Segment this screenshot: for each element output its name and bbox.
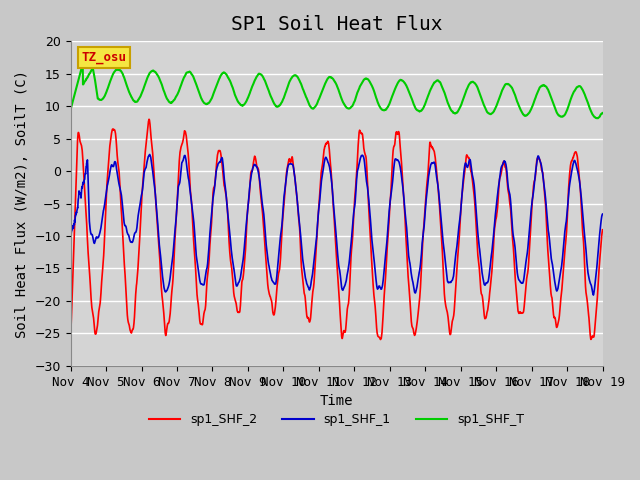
sp1_SHF_2	[352, 180, 360, 186]
Line: sp1_SHF_1: sp1_SHF_1	[70, 155, 602, 295]
sp1_SHF_1	[492, 215, 499, 221]
sp1_SHF_1	[67, 236, 74, 242]
Text: TZ_osu: TZ_osu	[81, 51, 126, 64]
sp1_SHF_1	[552, 285, 559, 290]
sp1_SHF_2	[364, 179, 371, 185]
Y-axis label: Soil Heat Flux (W/m2), SoilT (C): Soil Heat Flux (W/m2), SoilT (C)	[15, 70, 29, 337]
sp1_SHF_T	[492, 106, 499, 111]
X-axis label: Time: Time	[320, 394, 353, 408]
sp1_SHF_1	[215, 159, 223, 165]
Line: sp1_SHF_T: sp1_SHF_T	[70, 64, 602, 118]
sp1_SHF_2	[67, 331, 74, 337]
sp1_SHF_2	[552, 321, 560, 327]
Legend: sp1_SHF_2, sp1_SHF_1, sp1_SHF_T: sp1_SHF_2, sp1_SHF_1, sp1_SHF_T	[144, 408, 529, 431]
sp1_SHF_1	[352, 188, 360, 193]
sp1_SHF_1	[364, 184, 371, 190]
sp1_SHF_T	[352, 95, 360, 100]
sp1_SHF_2	[567, 161, 575, 167]
sp1_SHF_T	[552, 107, 559, 113]
sp1_SHF_2	[492, 219, 499, 225]
sp1_SHF_1	[598, 211, 606, 217]
sp1_SHF_T	[598, 110, 606, 116]
sp1_SHF_T	[79, 61, 86, 67]
sp1_SHF_T	[594, 115, 602, 121]
sp1_SHF_1	[566, 176, 574, 181]
sp1_SHF_1	[146, 152, 154, 157]
sp1_SHF_2	[377, 336, 385, 342]
sp1_SHF_T	[67, 107, 74, 112]
sp1_SHF_T	[566, 97, 574, 103]
sp1_SHF_2	[598, 227, 606, 233]
sp1_SHF_2	[145, 117, 153, 122]
sp1_SHF_T	[364, 76, 371, 82]
Line: sp1_SHF_2: sp1_SHF_2	[70, 120, 602, 339]
sp1_SHF_1	[589, 292, 597, 298]
sp1_SHF_T	[215, 76, 223, 82]
sp1_SHF_2	[215, 147, 223, 153]
Title: SP1 Soil Heat Flux: SP1 Soil Heat Flux	[231, 15, 442, 34]
